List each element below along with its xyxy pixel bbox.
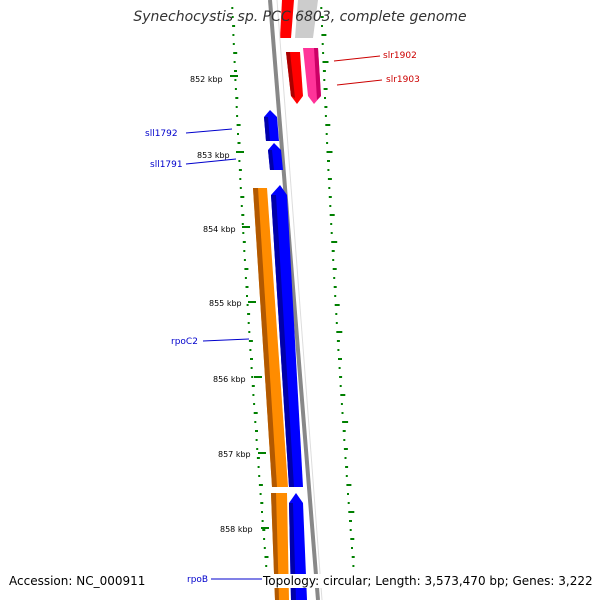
kbp-label-853: 853 kbp	[197, 151, 230, 160]
kbp-label-852: 852 kbp	[190, 75, 223, 84]
label-slr1902[interactable]: slr1902	[383, 51, 417, 61]
kbp-ruler: 852 kbp 853 kbp 854 kbp 855 kbp 856 kbp …	[190, 75, 269, 534]
kbp-label-855: 855 kbp	[209, 299, 242, 308]
accession-text: Accession: NC_000911	[9, 574, 146, 588]
genome-title: Synechocystis sp. PCC 6803, complete gen…	[133, 9, 467, 25]
label-rpoB[interactable]: rpoB	[187, 575, 208, 585]
genome-map-red-feature	[280, 0, 294, 38]
genome-backbone-shadow	[276, 0, 323, 600]
kbp-label-856: 856 kbp	[213, 375, 246, 384]
gc-skew-track-left	[231, 7, 269, 567]
kbp-label-854: 854 kbp	[203, 225, 236, 234]
genome-map-gray-feature	[295, 0, 318, 38]
topology-text: Topology: circular; Length: 3,573,470 bp…	[262, 574, 594, 588]
gene-slr1902[interactable]	[286, 52, 303, 104]
gene-sll1791[interactable]	[268, 143, 283, 170]
label-rpoC2[interactable]: rpoC2	[171, 337, 198, 347]
gene-slr1903[interactable]	[303, 48, 321, 104]
label-sll1792[interactable]: sll1792	[145, 129, 178, 139]
gc-skew-track-right	[320, 7, 355, 567]
label-slr1903[interactable]: slr1903	[386, 75, 420, 85]
genome-backbone	[268, 0, 320, 600]
gene-labels: sll1792 sll1791 rpoC2 rpoB slr1902 slr19…	[145, 51, 420, 585]
gene-rpoC2[interactable]	[253, 188, 289, 600]
gene-sll1792[interactable]	[264, 110, 279, 141]
label-sll1791[interactable]: sll1791	[150, 160, 183, 170]
kbp-label-858: 858 kbp	[220, 525, 253, 534]
kbp-label-857: 857 kbp	[218, 450, 251, 459]
